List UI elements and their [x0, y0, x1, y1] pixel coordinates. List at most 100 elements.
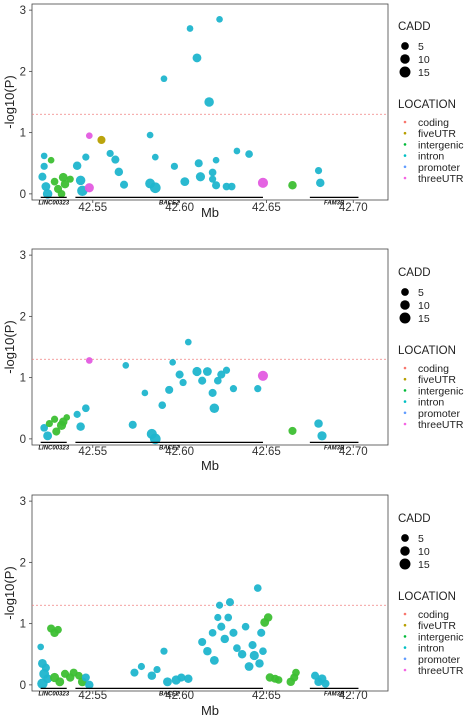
y-tick-label: 1	[20, 619, 26, 631]
data-point-promoter	[224, 613, 233, 622]
gene-label-linc00323: LINC00323	[38, 445, 69, 451]
data-point-promoter	[208, 168, 217, 177]
data-point-promoter	[147, 671, 157, 680]
legend-location-key	[403, 131, 407, 135]
data-point-intergenic	[47, 156, 55, 164]
data-point-promoter	[245, 150, 253, 158]
data-point-promoter	[249, 650, 259, 661]
data-point-promoter	[212, 156, 220, 164]
gene-label-linc00323: LINC00323	[38, 691, 69, 697]
data-point-promoter	[214, 613, 222, 622]
data-point-threeUTR	[85, 357, 93, 364]
data-point-threeUTR	[257, 177, 269, 188]
data-point-promoter	[222, 366, 231, 374]
data-point-promoter	[192, 366, 202, 377]
chart-panel-1: 0 1 2 3 42.55 42.60 42.65 42.70 Mb -log10(P) LINC0…	[2, 3, 389, 220]
data-point-promoter	[208, 388, 217, 397]
legend-cadd-label: 10	[418, 300, 430, 312]
data-point-promoter	[114, 167, 124, 177]
legend-location-label: promoter	[418, 408, 461, 420]
legend-location-key	[403, 668, 407, 672]
x-tick-label: 42.65	[252, 446, 281, 458]
legend-location-key	[403, 176, 407, 180]
x-tick-label: 42.70	[339, 690, 368, 702]
data-point-intergenic	[52, 427, 61, 436]
legend-location-label: threeUTR	[418, 665, 464, 677]
legend-location-key	[403, 389, 407, 392]
data-point-promoter	[153, 665, 161, 674]
legend-cadd-title: CADD	[398, 21, 431, 33]
data-point-promoter	[72, 161, 82, 170]
data-point-intergenic	[288, 426, 297, 435]
x-tick-label: 42.60	[165, 202, 194, 214]
data-point-promoter	[73, 410, 81, 418]
data-point-promoter	[43, 431, 53, 441]
data-point-intergenic	[63, 414, 71, 421]
y-tick-label: 3	[20, 250, 26, 262]
x-tick-label: 42.60	[165, 446, 194, 458]
legend-location-label: threeUTR	[418, 419, 464, 431]
data-point-threeUTR	[85, 132, 93, 140]
data-point-threeUTR	[84, 183, 94, 193]
data-point-promoter	[37, 643, 45, 651]
data-point-promoter	[177, 673, 186, 682]
x-axis-label: Mb	[201, 205, 219, 220]
legend-location-key	[403, 154, 407, 157]
data-point-promoter	[208, 628, 217, 637]
data-point-intergenic	[45, 419, 53, 428]
data-point-promoter	[75, 175, 86, 186]
data-point-promoter	[146, 131, 154, 139]
legend-location-label: intron	[418, 151, 444, 163]
data-point-intergenic	[50, 177, 59, 186]
data-point-promoter	[160, 647, 168, 655]
chart-panel-2: 0 1 2 3 42.55 42.60 42.65 42.70 Mb -log10(P) LINC0…	[2, 248, 389, 473]
gene-label-fam3b: FAM3B	[324, 200, 345, 206]
legend-location-key	[403, 657, 407, 661]
data-point-intergenic	[54, 625, 62, 634]
data-point-promoter	[248, 641, 257, 650]
legend-location-key	[403, 165, 407, 169]
data-point-promoter	[141, 389, 149, 397]
data-point-intergenic	[288, 181, 297, 190]
data-point-promoter	[321, 679, 330, 688]
data-point-promoter	[85, 680, 94, 690]
legend-location-label: coding	[418, 363, 449, 375]
legend-cadd-key	[399, 312, 411, 324]
chart-panel-3: 0 1 2 3 42.55 42.60 42.65 42.70 Mb -log10(P) LINC0…	[2, 494, 389, 718]
x-tick-label: 42.70	[339, 446, 368, 458]
y-tick-label: 3	[20, 496, 26, 508]
y-tick-label: 1	[20, 373, 26, 385]
legend-cadd-label: 5	[418, 533, 424, 545]
data-point-threeUTR	[257, 370, 269, 381]
data-point-promoter	[314, 419, 323, 428]
data-point-promoter	[257, 628, 266, 637]
data-point-promoter	[254, 385, 262, 393]
data-point-promoter	[212, 181, 221, 190]
data-point-promoter	[233, 147, 241, 155]
data-point-promoter	[81, 404, 90, 413]
x-tick-label: 42.55	[78, 202, 107, 214]
legend-location-label: intron	[418, 643, 444, 655]
x-axis-label: Mb	[201, 703, 219, 718]
data-point-promoter	[186, 25, 194, 32]
legend-cadd-label: 15	[418, 67, 430, 79]
legend-cadd-key	[400, 300, 410, 310]
data-point-promoter	[314, 167, 323, 175]
data-point-promoter	[41, 663, 50, 672]
legend-location-label: coding	[418, 609, 449, 621]
data-point-promoter	[229, 628, 238, 637]
data-point-promoter	[165, 385, 174, 394]
data-point-intergenic	[263, 613, 273, 622]
legend-cadd-key	[401, 42, 409, 50]
gene-label-bace2: BACE2	[159, 445, 180, 451]
data-point-intergenic	[292, 668, 300, 677]
data-point-promoter	[227, 182, 236, 191]
legend-location-key	[403, 120, 407, 124]
legend-cadd-key	[401, 288, 409, 296]
gene-label-bace2: BACE2	[159, 691, 180, 697]
gene-label-fam3b: FAM3B	[324, 691, 345, 697]
data-point-promoter	[209, 403, 220, 414]
data-point-promoter	[233, 644, 241, 652]
legend-cadd-label: 10	[418, 54, 430, 66]
